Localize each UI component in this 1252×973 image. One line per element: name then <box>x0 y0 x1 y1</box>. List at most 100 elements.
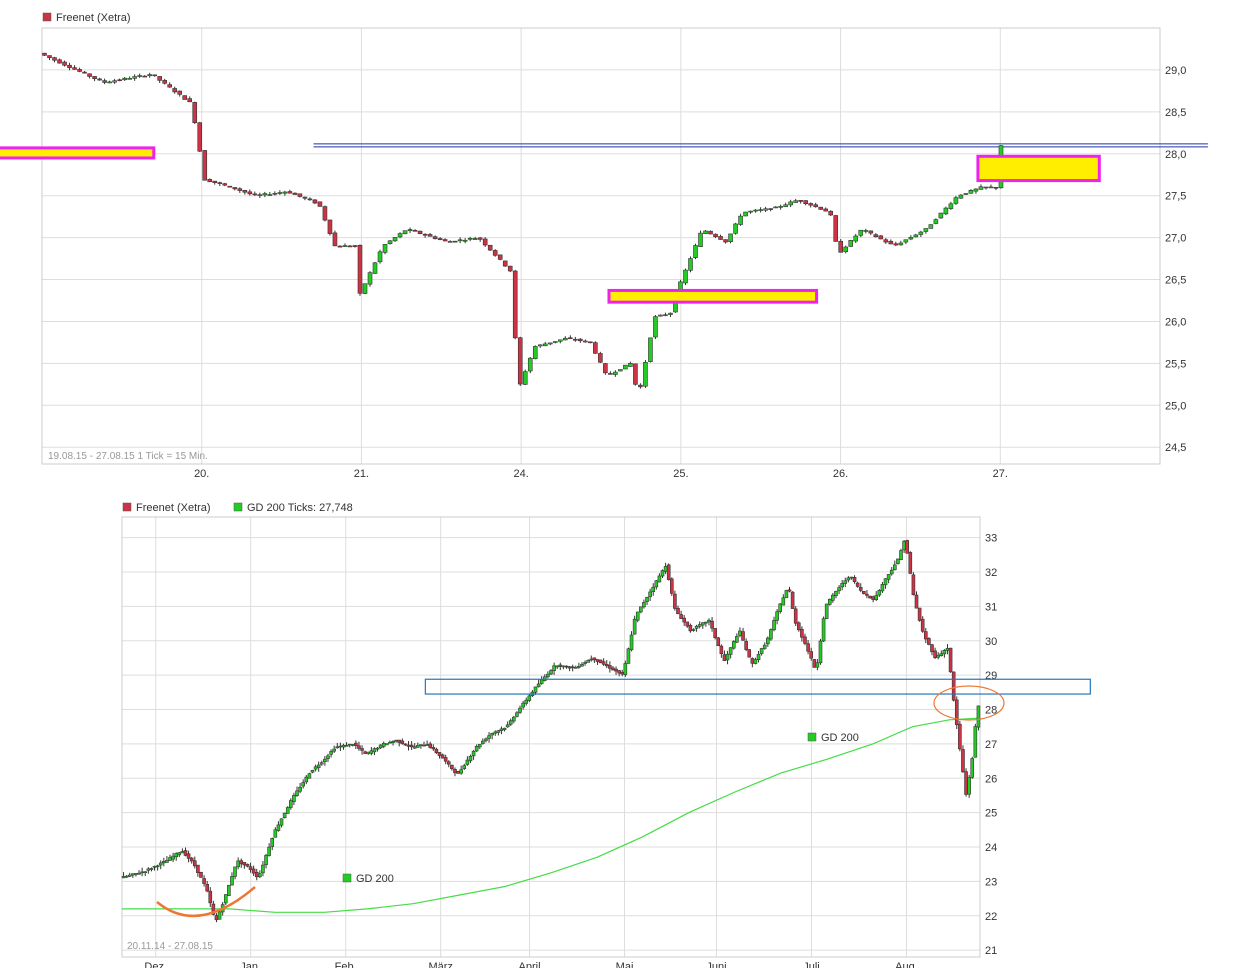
candle-body <box>431 747 436 750</box>
candle-body <box>276 824 281 831</box>
candle-body <box>858 229 864 236</box>
candle-body <box>858 587 863 591</box>
candle-body <box>778 603 783 612</box>
candle-body <box>608 665 612 669</box>
y-tick-label: 33 <box>985 533 997 545</box>
candle-body <box>855 582 860 587</box>
candle-body <box>623 663 628 675</box>
x-tick-label: Juli <box>803 961 820 968</box>
candle-body <box>973 726 978 758</box>
candle-body <box>648 337 653 362</box>
top-legend-swatch <box>42 12 52 22</box>
candle-body <box>920 618 925 632</box>
y-tick-label: 30 <box>985 636 997 648</box>
candle-body <box>568 337 573 340</box>
candle-body <box>651 586 656 593</box>
candle-body <box>242 189 248 193</box>
candle-body <box>490 733 494 736</box>
candle-body <box>474 745 479 752</box>
candle-body <box>527 357 533 372</box>
candle-body <box>903 239 909 243</box>
candle-body <box>846 577 851 581</box>
candle-body <box>127 874 132 877</box>
candle-body <box>227 885 231 896</box>
candle-body <box>928 224 934 229</box>
candle-body <box>558 664 563 667</box>
candle-body <box>787 589 792 592</box>
candle-body <box>549 670 553 675</box>
candle-body <box>207 179 213 183</box>
candle-body <box>377 251 383 263</box>
candle-body <box>465 759 470 765</box>
top-plot-frame <box>41 27 1161 465</box>
candle-body <box>821 618 826 642</box>
candle-body <box>425 744 429 746</box>
candle-body <box>913 234 919 238</box>
candle-body <box>983 186 989 189</box>
candle-body <box>332 232 338 247</box>
candle-body <box>555 665 559 668</box>
candle-body <box>762 644 767 649</box>
candle-body <box>304 776 309 783</box>
y-tick-label: 22 <box>985 911 997 923</box>
candle-body <box>492 250 498 256</box>
x-tick-label: 21. <box>354 468 369 480</box>
top-grid <box>42 28 1160 464</box>
top-legend: Freenet (Xetra) <box>42 12 131 24</box>
candle-body <box>392 237 398 242</box>
candle-body <box>688 625 693 632</box>
highlight-zone <box>0 146 156 160</box>
candle-body <box>499 728 504 731</box>
candle-body <box>432 236 438 240</box>
candle-body <box>183 850 188 856</box>
candle-body <box>722 654 727 661</box>
candle-body <box>648 591 652 598</box>
candle-body <box>824 603 829 619</box>
candle-body <box>698 232 703 247</box>
candle-body <box>586 660 590 663</box>
candle-body <box>82 71 87 74</box>
candle-body <box>338 745 343 748</box>
candle-body <box>127 78 132 80</box>
candle-body <box>157 76 162 81</box>
candle-body <box>923 631 928 640</box>
candle-body <box>307 198 313 201</box>
candle-body <box>352 245 358 247</box>
candle-body <box>733 223 738 234</box>
candle-body <box>239 860 244 865</box>
bottom-legend-label-sma: GD 200 Ticks: 27,748 <box>247 502 353 514</box>
candle-body <box>388 741 392 744</box>
candle-body <box>796 622 801 631</box>
candle-body <box>446 761 451 765</box>
candle-body <box>694 625 699 629</box>
candle-body <box>357 745 361 749</box>
candle-body <box>312 199 318 204</box>
candle-body <box>262 193 268 196</box>
candle-body <box>177 90 183 95</box>
candle-body <box>963 193 969 195</box>
candle-body <box>482 238 488 246</box>
candle-body <box>329 751 333 755</box>
candle-body <box>208 890 213 904</box>
x-tick-label: Mai <box>616 961 634 968</box>
candle-body <box>793 608 798 624</box>
candle-body <box>456 771 460 774</box>
candle-body <box>493 731 498 734</box>
candle-body <box>759 648 764 654</box>
candle-body <box>611 667 615 671</box>
candle-body <box>772 620 776 631</box>
candle-body <box>326 755 330 759</box>
candle-body <box>546 673 550 678</box>
candle-body <box>332 748 336 752</box>
top-y-axis: 29,0 28,5 28,0 27,5 27,0 26,5 26,0 25,5 25,0 24,5 <box>1165 65 1186 454</box>
candle-body <box>502 260 508 267</box>
candle-body <box>223 894 228 904</box>
candle-body <box>889 569 894 575</box>
candle-body <box>481 740 485 744</box>
candle-body <box>700 622 705 626</box>
candle-body <box>341 744 346 748</box>
candle-body <box>833 215 839 242</box>
candle-body <box>670 578 674 594</box>
candle-body <box>865 593 869 596</box>
